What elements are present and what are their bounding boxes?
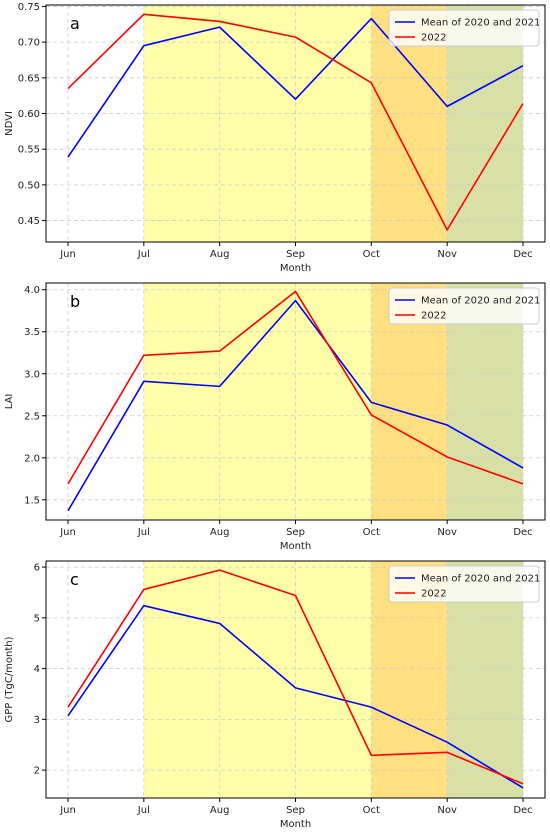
legend-entry: Mean of 2020 and 2021 [421,18,540,29]
shaded-region-1 [143,561,372,798]
x-tick-label: Sep [286,527,305,538]
y-tick-label: 6 [34,563,40,574]
x-tick-label: Dec [513,249,532,260]
legend: Mean of 2020 and 2021 2022 [388,287,540,325]
y-tick-label: 3 [34,715,40,726]
legend-entry: Mean of 2020 and 2021 [421,296,540,307]
panel-b: Jun Jul Aug Sep Oct Nov Dec 1.5 2.0 2.5 3.0 3.5 4.0 M… [4,282,546,552]
y-tick-label: 3.0 [24,369,40,380]
x-tick-label: Nov [437,249,457,260]
x-axis-label: Month [280,541,311,552]
x-tick-label: Oct [363,805,380,816]
legend-box [388,565,540,603]
x-tick-label: Dec [513,527,532,538]
panel-letter: a [70,14,80,33]
legend: Mean of 2020 and 2021 2022 [388,9,540,47]
y-axis-label: NDVI [4,111,15,136]
x-tick-label: Aug [210,249,230,260]
x-tick-label: Aug [210,805,230,816]
x-tick-label: Sep [286,249,305,260]
x-tick-label: Jul [137,527,150,538]
x-axis-label: Month [280,819,311,830]
legend-entry: 2022 [421,589,446,600]
x-tick-label: Oct [363,249,380,260]
y-tick-label: 4 [34,664,40,675]
x-tick-label: Sep [286,805,305,816]
y-tick-label: 0.60 [18,109,40,120]
y-tick-label: 2 [34,766,40,777]
panel-a: Jun Jul Aug Sep Oct Nov Dec 0.45 0.50 0.55 0.60 0.6… [4,2,546,274]
legend-entry: 2022 [421,33,446,44]
x-tick-label: Oct [363,527,380,538]
x-tick-label: Jun [59,805,76,816]
y-tick-label: 0.50 [18,180,40,191]
y-axis-label: LAI [4,394,15,410]
y-tick-label: 1.5 [24,495,40,506]
x-tick-label: Nov [437,805,457,816]
panel-c: Jun Jul Aug Sep Oct Nov Dec 2 3 4 5 6 Month GPP (TgC/… [4,560,546,830]
panel-letter: b [70,292,80,311]
y-tick-label: 4.0 [24,285,40,296]
y-tick-label: 2.0 [24,453,40,464]
legend-box [388,287,540,325]
legend: Mean of 2020 and 2021 2022 [388,565,540,603]
legend-entry: 2022 [421,311,446,322]
y-tick-label: 3.5 [24,327,40,338]
shaded-region-1 [143,5,372,242]
x-tick-label: Nov [437,527,457,538]
y-axis-label: GPP (TgC/month) [4,636,15,722]
y-tick-label: 5 [34,613,40,624]
y-tick-label: 0.70 [18,38,40,49]
x-axis-label: Month [280,263,311,274]
panel-letter: c [70,570,79,589]
shaded-region-1 [143,283,372,520]
x-tick-label: Jun [59,249,76,260]
y-tick-label: 0.65 [18,73,40,84]
y-tick-label: 0.45 [18,216,40,227]
x-tick-label: Jul [137,805,150,816]
legend-entry: Mean of 2020 and 2021 [421,574,540,585]
y-tick-label: 0.55 [18,145,40,156]
y-tick-label: 0.75 [18,2,40,13]
y-tick-label: 2.5 [24,411,40,422]
x-tick-label: Dec [513,805,532,816]
x-tick-label: Jul [137,249,150,260]
x-tick-label: Jun [59,527,76,538]
legend-box [388,9,540,47]
x-tick-label: Aug [210,527,230,538]
